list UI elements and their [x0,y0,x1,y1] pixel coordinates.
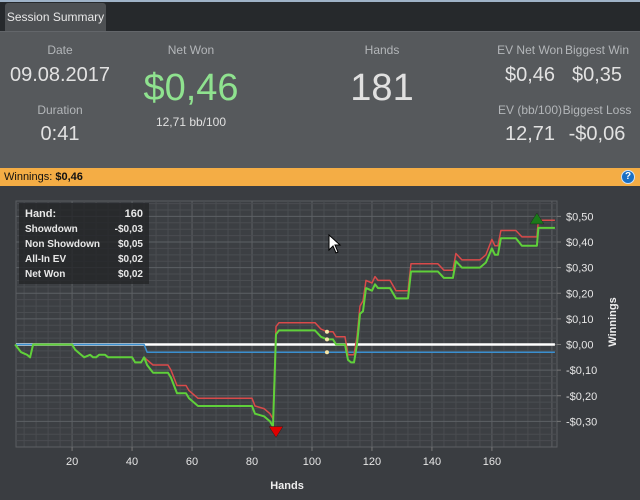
net-won-label: Net Won [167,43,215,57]
hands-value: 181 [350,67,414,109]
ev-net-won-label: EV Net Won [497,43,563,57]
hover-point [324,337,329,342]
tooltip-value: $0,02 [117,254,143,265]
series-line-3 [14,226,555,428]
tooltip-row: Net Won $0,02 [25,267,143,282]
x-tick-label: 20 [66,456,78,468]
biggest-win-label: Biggest Win [564,43,630,57]
window-top-border [0,0,640,2]
x-axis-label: Hands [270,480,304,492]
x-tick-label: 60 [186,456,198,468]
y-tick-label: -$0,10 [566,365,597,377]
x-tick-label: 80 [246,456,258,468]
question-circle-icon[interactable]: ? [621,170,635,184]
tab-session-summary[interactable]: Session Summary [5,3,106,31]
y-tick-label: $0,50 [566,211,594,223]
x-tick-label: 100 [303,456,321,468]
tooltip-label: Hand: [25,208,57,220]
triangle-down-icon [268,426,284,438]
x-tick-label: 140 [423,456,441,468]
date-label: Date [47,43,73,57]
duration-value: 0:41 [40,123,80,145]
tooltip-label: All-In EV [25,254,67,265]
y-tick-label: $0,00 [566,340,594,352]
tooltip-value: $0,02 [117,269,143,280]
y-tick-label: $0,30 [566,263,594,275]
biggest-loss-value: -$0,06 [568,123,626,145]
date-value: 09.08.2017 [9,64,111,86]
hand-tooltip: Hand: 160 Showdown -$0,03 Non Showdown $0,05 A… [19,203,149,284]
series-line-1 [16,343,555,353]
y-tick-label: $0,40 [566,237,594,249]
net-won-value: $0,46 [143,67,239,109]
tooltip-value: -$0,03 [114,224,143,235]
triangle-up-icon [529,212,545,225]
ev-bb100-label: EV (bb/100) [497,103,563,117]
hands-label: Hands [364,43,400,57]
summary-panel [0,31,640,168]
winnings-bar: Winnings: $0,46 [0,168,640,186]
ev-net-won-value: $0,46 [504,64,556,86]
tooltip-row: Hand: 160 [25,207,143,222]
y-tick-label: -$0,20 [566,391,597,403]
biggest-loss-label: Biggest Loss [562,103,632,117]
hover-point [324,350,329,355]
y-axis-label: Winnings [607,297,619,346]
tooltip-row: Non Showdown $0,05 [25,237,143,252]
ev-bb100-value: 12,71 [504,123,556,145]
tooltip-row: All-In EV $0,02 [25,252,143,267]
winnings-label: Winnings: [4,171,53,183]
tooltip-label: Net Won [25,269,66,280]
net-won-bb100: 12,71 bb/100 [155,115,227,129]
duration-label: Duration [37,103,83,117]
y-tick-label: $0,20 [566,288,594,300]
mouse-cursor-icon [328,234,342,254]
y-tick-label: $0,10 [566,314,594,326]
tooltip-value: $0,05 [117,239,143,250]
x-tick-label: 40 [126,456,138,468]
tooltip-label: Non Showdown [25,239,100,250]
x-tick-label: 160 [483,456,501,468]
x-tick-label: 120 [363,456,381,468]
hover-point [324,329,329,334]
tooltip-row: Showdown -$0,03 [25,222,143,237]
y-tick-label: -$0,30 [566,416,597,428]
tooltip-value: 160 [124,208,143,220]
tooltip-label: Showdown [25,224,78,235]
winnings-value: $0,46 [55,171,83,183]
biggest-win-value: $0,35 [571,64,623,86]
